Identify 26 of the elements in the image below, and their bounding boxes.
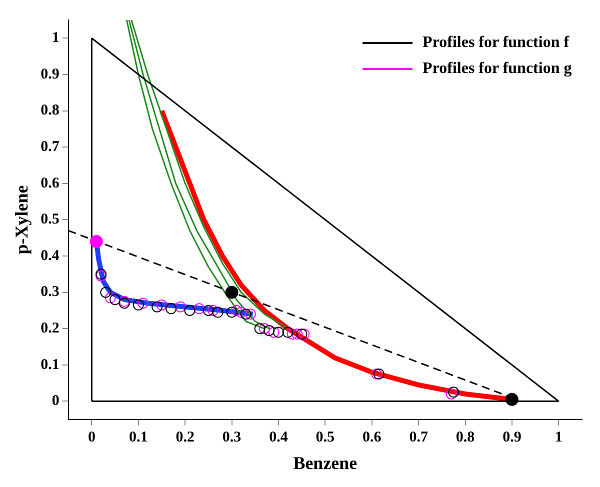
x-tick-label: 0.2 <box>176 429 194 446</box>
y-tick-label: 0.6 <box>40 175 60 192</box>
legend-label: Profiles for function g <box>422 60 572 78</box>
x-axis-title: Benzene <box>293 452 358 473</box>
y-tick-label: 0.5 <box>40 212 60 228</box>
x-tick-label: 0 <box>88 429 96 446</box>
x-tick-label: 0.6 <box>362 429 382 446</box>
y-tick-label: 0.1 <box>40 356 60 373</box>
y-tick-label: 0.7 <box>40 138 60 155</box>
x-tick-label: 0.7 <box>409 429 428 446</box>
x-tick-label: 0.9 <box>502 429 522 446</box>
x-tick-label: 0.3 <box>222 429 242 446</box>
x-tick-label: 0.4 <box>269 429 288 446</box>
y-tick-label: 0.4 <box>40 248 60 264</box>
x-tick-label: 0.8 <box>456 429 475 446</box>
y-tick-label: 0.3 <box>40 284 60 300</box>
x-tick-label: 0.1 <box>129 429 148 446</box>
x-tick-label: 1 <box>554 429 562 446</box>
y-tick-label: 0.8 <box>40 102 60 119</box>
y-axis-title: p-Xylene <box>11 185 32 254</box>
y-tick-label: 0.9 <box>40 66 60 82</box>
y-tick-label: 0.2 <box>40 320 60 336</box>
x-tick-label: 0.5 <box>316 429 335 446</box>
y-tick-label: 0 <box>52 393 60 410</box>
y-tick-label: 1 <box>52 30 60 46</box>
legend-label: Profiles for function f <box>422 34 570 52</box>
